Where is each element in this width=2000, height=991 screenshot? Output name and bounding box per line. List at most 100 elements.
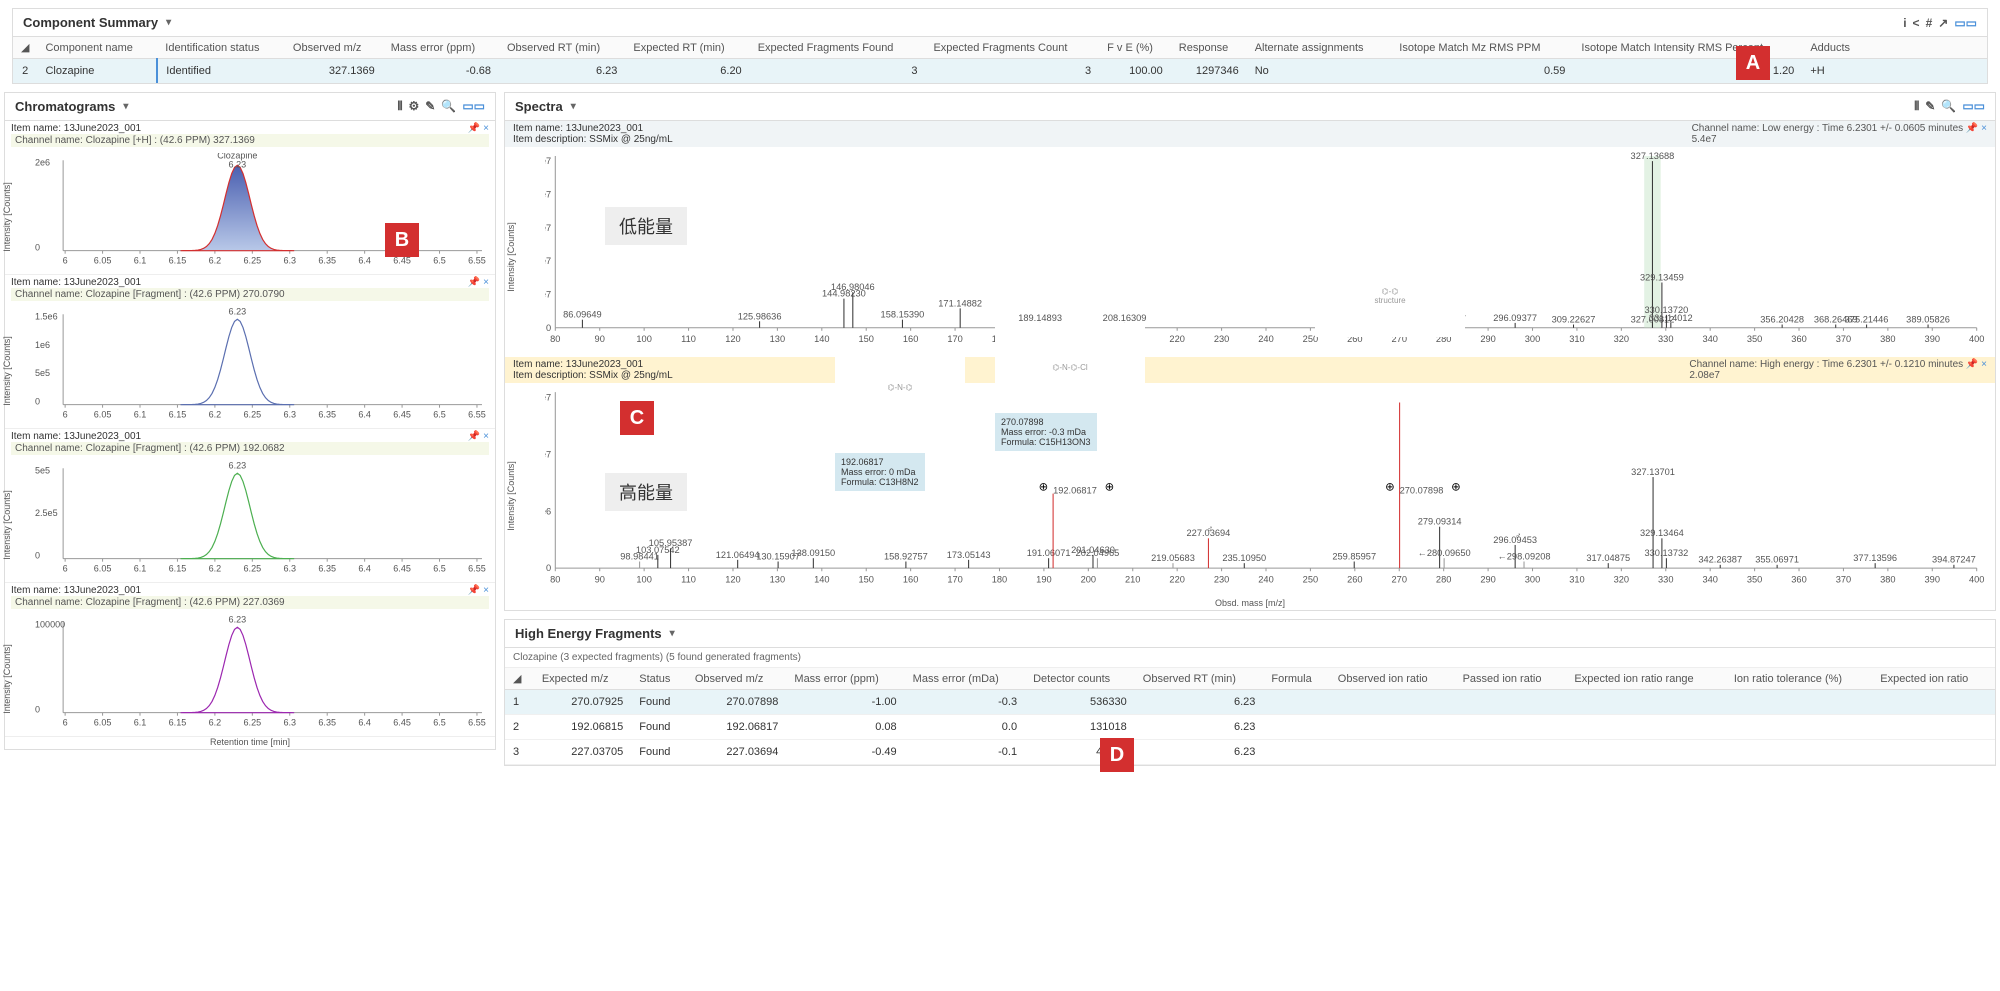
svg-text:6.55: 6.55 [468, 718, 486, 728]
svg-text:340: 340 [1702, 575, 1717, 585]
frag-col[interactable]: Ion ratio tolerance (%) [1726, 668, 1872, 690]
pin-icon[interactable]: 📌 × [468, 585, 489, 596]
frag-col[interactable]: Formula [1263, 668, 1329, 690]
frag-col[interactable]: Mass error (mDa) [905, 668, 1025, 690]
col-masserr[interactable]: Mass error (ppm) [383, 37, 499, 59]
svg-text:110: 110 [681, 575, 696, 585]
window-icon[interactable]: ▭▭ [1962, 99, 1985, 114]
col-fragfound[interactable]: Expected Fragments Found [750, 37, 926, 59]
fragment-row[interactable]: 2192.06815Found192.068170.080.01310186.2… [505, 715, 1995, 740]
col-adducts[interactable]: Adducts [1802, 37, 1867, 59]
svg-text:6.15: 6.15 [169, 564, 187, 574]
frag-col[interactable]: Observed m/z [687, 668, 787, 690]
frag-col[interactable]: Observed ion ratio [1330, 668, 1455, 690]
svg-text:6.25: 6.25 [244, 410, 262, 420]
tool-icon[interactable]: ✎ [1925, 99, 1935, 114]
signal-icon[interactable]: ⫴ [397, 99, 402, 114]
gear-icon[interactable]: ⚙ [409, 99, 420, 114]
svg-text:6.05: 6.05 [94, 410, 112, 420]
col-exprt[interactable]: Expected RT (min) [625, 37, 749, 59]
svg-text:296.09377: 296.09377 [1493, 313, 1537, 323]
svg-text:220: 220 [1169, 334, 1184, 344]
svg-text:230: 230 [1214, 575, 1229, 585]
svg-text:390: 390 [1925, 575, 1940, 585]
svg-text:6.3: 6.3 [283, 256, 296, 266]
svg-text:6: 6 [63, 256, 68, 266]
col-sort[interactable]: ◢ [13, 37, 37, 59]
svg-text:400: 400 [1969, 575, 1984, 585]
zoom-icon[interactable]: 🔍 [441, 99, 456, 114]
col-name[interactable]: Component name [37, 37, 157, 59]
chromatogram-item[interactable]: 📌 × Item name: 13June2023_001 Channel na… [5, 275, 495, 429]
svg-text:6: 6 [63, 410, 68, 420]
col-response[interactable]: Response [1171, 37, 1247, 59]
window-icon[interactable]: ▭▭ [1954, 16, 1977, 30]
col-obsmz[interactable]: Observed m/z [285, 37, 383, 59]
summary-row[interactable]: 2 Clozapine Identified 327.1369 -0.68 6.… [13, 59, 1987, 84]
chromatogram-item[interactable]: 📌 × Item name: 13June2023_001 Channel na… [5, 121, 495, 275]
svg-text:377.13596: 377.13596 [1853, 553, 1897, 563]
frag-col[interactable]: Passed ion ratio [1455, 668, 1567, 690]
hash-icon[interactable]: # [1926, 16, 1933, 30]
expand-icon[interactable]: ↗ [1938, 16, 1948, 30]
fragment-row[interactable]: 1270.07925Found270.07898-1.00-0.35363306… [505, 690, 1995, 715]
col-isomz[interactable]: Isotope Match Mz RMS PPM [1391, 37, 1573, 59]
svg-text:220: 220 [1169, 575, 1184, 585]
frag-col[interactable]: Status [631, 668, 687, 690]
component-summary-title[interactable]: Component Summary [23, 15, 171, 30]
frag-col[interactable]: Observed RT (min) [1135, 668, 1264, 690]
svg-text:270: 270 [1392, 575, 1407, 585]
svg-text:370: 370 [1836, 575, 1851, 585]
svg-text:330: 330 [1658, 334, 1673, 344]
pin-icon[interactable]: 📌 × [1966, 359, 1987, 370]
svg-text:160: 160 [903, 575, 918, 585]
window-icon[interactable]: ▭▭ [462, 99, 485, 114]
svg-text:⊕: ⊕ [1105, 481, 1114, 493]
high-energy-plot[interactable]: Intensity [Counts] 05e61e71.5e7809010011… [505, 383, 1995, 598]
svg-text:0: 0 [35, 551, 40, 561]
col-alt[interactable]: Alternate assignments [1247, 37, 1392, 59]
fragments-panel: High Energy Fragments Clozapine (3 expec… [504, 619, 1996, 766]
tool-icon[interactable]: ✎ [425, 99, 435, 114]
frag-col[interactable]: Expected ion ratio [1872, 668, 1995, 690]
svg-text:140: 140 [814, 575, 829, 585]
svg-text:♂: ♂ [1206, 524, 1213, 534]
chromatogram-item[interactable]: 📌 × Item name: 13June2023_001 Channel na… [5, 429, 495, 583]
fragment-row[interactable]: 3227.03705Found227.03694-0.49-0.1480936.… [505, 740, 1995, 765]
pin-icon[interactable]: 📌 × [468, 123, 489, 134]
svg-text:2e6: 2e6 [35, 157, 50, 167]
chromatograms-title[interactable]: Chromatograms [15, 99, 128, 114]
pin-icon[interactable]: 📌 × [468, 431, 489, 442]
svg-text:6.5: 6.5 [433, 410, 446, 420]
col-status[interactable]: Identification status [157, 37, 285, 59]
share-icon[interactable]: < [1913, 16, 1920, 30]
low-energy-plot[interactable]: Intensity [Counts] 01e72e73e74e75e780901… [505, 147, 1995, 357]
zoom-icon[interactable]: 🔍 [1941, 99, 1956, 114]
svg-text:6.1: 6.1 [134, 718, 147, 728]
info-icon[interactable]: i [1903, 16, 1906, 30]
pin-icon[interactable]: 📌 × [1966, 123, 1987, 134]
spectra-xlabel: Obsd. mass [m/z] [505, 598, 1995, 610]
chromatogram-item[interactable]: 📌 × Item name: 13June2023_001 Channel na… [5, 583, 495, 737]
fragments-title[interactable]: High Energy Fragments [515, 626, 675, 641]
col-fve[interactable]: F v E (%) [1099, 37, 1171, 59]
svg-text:6.35: 6.35 [318, 256, 336, 266]
frag-col[interactable]: Detector counts [1025, 668, 1135, 690]
pin-icon[interactable]: 📌 × [468, 277, 489, 288]
svg-text:317.04875: 317.04875 [1586, 553, 1630, 563]
col-obsrt[interactable]: Observed RT (min) [499, 37, 625, 59]
svg-text:360: 360 [1791, 334, 1806, 344]
svg-text:♂: ♂ [1515, 531, 1522, 541]
frag-col[interactable]: Mass error (ppm) [786, 668, 904, 690]
svg-text:1.5e7: 1.5e7 [545, 392, 551, 402]
high-channel: Channel name: High energy : Time 6.2301 … [1689, 359, 1963, 370]
frag-col[interactable]: Expected m/z [534, 668, 631, 690]
col-fragcount[interactable]: Expected Fragments Count [925, 37, 1099, 59]
frag-col[interactable]: ◢ [505, 668, 534, 690]
spectra-title[interactable]: Spectra [515, 99, 576, 114]
low-desc: Item description: SSMix @ 25ng/mL [513, 134, 673, 145]
frag-col[interactable]: Expected ion ratio range [1566, 668, 1725, 690]
svg-text:80: 80 [550, 334, 560, 344]
structure-2: ⌬-N-⌬ [835, 353, 965, 443]
signal-icon[interactable]: ⫴ [1914, 99, 1919, 114]
